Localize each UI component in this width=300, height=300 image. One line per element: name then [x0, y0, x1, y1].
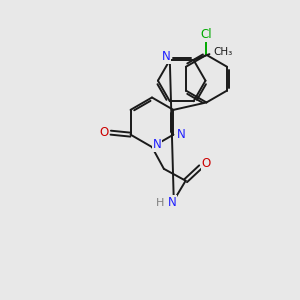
Text: H: H — [156, 197, 164, 208]
Text: O: O — [202, 158, 211, 170]
Text: N: N — [167, 196, 176, 209]
Text: N: N — [177, 128, 186, 141]
Text: N: N — [153, 138, 161, 151]
Text: N: N — [161, 50, 170, 63]
Text: Cl: Cl — [201, 28, 212, 40]
Text: O: O — [99, 126, 108, 139]
Text: CH₃: CH₃ — [213, 47, 233, 57]
